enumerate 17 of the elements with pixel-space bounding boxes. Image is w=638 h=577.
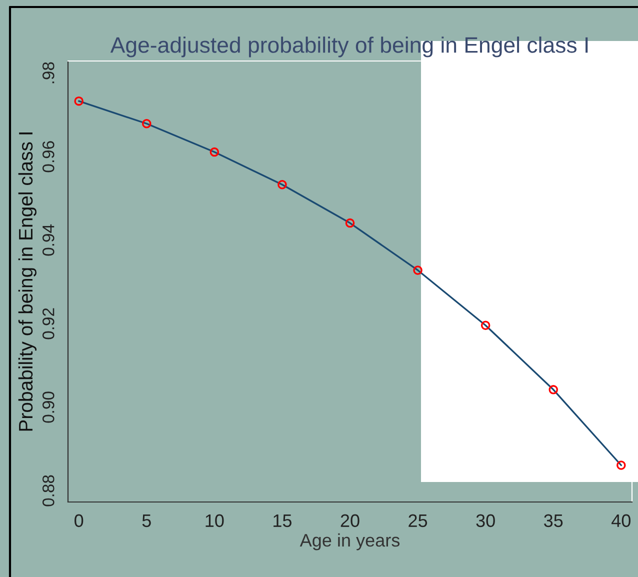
y-tick-label: 0.90 [42, 392, 54, 423]
x-tick-label: 25 [408, 514, 428, 528]
x-tick-label: 40 [612, 514, 630, 528]
y-tick-label: 0.92 [42, 308, 54, 340]
y-tick-label: 0.96 [42, 141, 54, 172]
x-tick-label: 30 [476, 514, 495, 528]
y-tick-label: 0.94 [42, 224, 54, 256]
y-axis-title: Probability of being in Engel class I [18, 132, 36, 431]
x-tick-label: 0 [74, 514, 84, 528]
x-tick-label: 35 [544, 514, 563, 528]
x-tick-label: 15 [274, 514, 292, 528]
x-tick-label: 5 [142, 514, 151, 528]
x-tick-label: 10 [206, 514, 224, 528]
y-tick-label: .98 [42, 62, 54, 84]
y-tick-label: 0.88 [42, 475, 54, 506]
x-tick-label: 20 [340, 514, 360, 528]
x-axis-title: Age in years [300, 533, 400, 550]
